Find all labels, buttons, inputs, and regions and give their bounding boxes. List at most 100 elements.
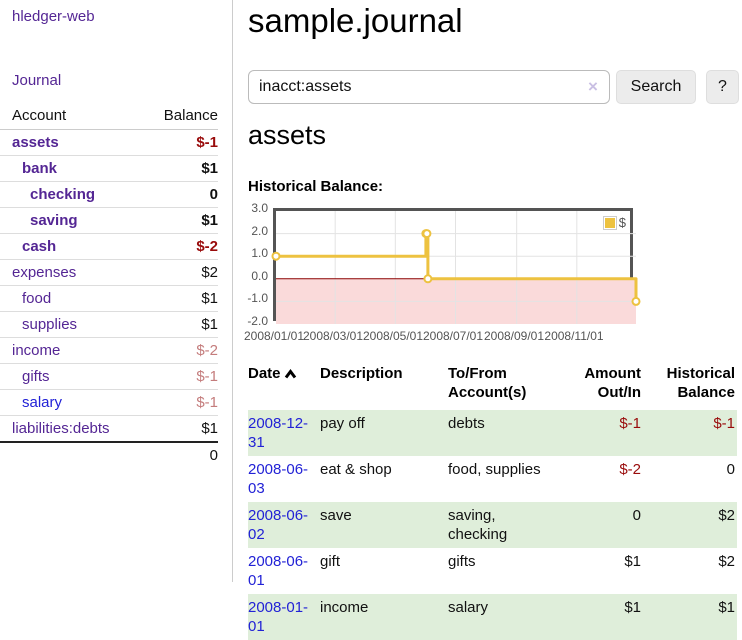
account-balance-expenses: $2 bbox=[145, 259, 218, 286]
account-link-salary[interactable]: salary bbox=[22, 394, 63, 411]
register-header-balance: Historical Balance bbox=[643, 362, 737, 410]
accounts-total: 0 bbox=[145, 441, 218, 468]
clear-search-icon[interactable]: × bbox=[588, 77, 598, 96]
chart-canvas bbox=[271, 211, 641, 324]
transaction-row: 2008-06-01 gift gifts $1 $2 bbox=[248, 548, 737, 594]
accounts-total-row: 0 bbox=[0, 441, 218, 468]
account-link-expenses[interactable]: expenses bbox=[12, 264, 77, 281]
transaction-amount: $-1 bbox=[619, 415, 641, 432]
sidebar-item-journal[interactable]: Journal bbox=[12, 72, 62, 89]
transaction-amount: $-2 bbox=[619, 461, 641, 478]
transaction-balance: 0 bbox=[726, 461, 735, 478]
account-balance-salary: $-1 bbox=[145, 389, 218, 416]
transaction-description: eat & shop bbox=[320, 461, 392, 478]
account-link-bank[interactable]: bank bbox=[22, 160, 58, 177]
transaction-accounts: gifts bbox=[448, 553, 476, 570]
x-tick: 2008/09/01 bbox=[483, 329, 545, 343]
amount-header-line1: Amount bbox=[584, 365, 641, 382]
account-balance-income: $-2 bbox=[145, 337, 218, 364]
accounts-header-line1: To/From bbox=[448, 365, 507, 382]
account-row-cash: cash $-2 bbox=[0, 233, 218, 260]
transaction-date-link[interactable]: 2008-06-01 bbox=[248, 553, 309, 589]
brand-link[interactable]: hledger-web bbox=[12, 8, 95, 25]
transaction-description: pay off bbox=[320, 415, 365, 432]
accounts-header-account: Account bbox=[0, 103, 146, 130]
account-row-assets: assets $-1 bbox=[0, 129, 218, 156]
data-point-markers bbox=[271, 229, 641, 306]
account-row-food: food $1 bbox=[0, 285, 218, 312]
account-row-saving: saving $1 bbox=[0, 207, 218, 234]
search-input[interactable] bbox=[248, 70, 610, 104]
help-button[interactable]: ? bbox=[706, 70, 739, 104]
account-balance-food: $1 bbox=[145, 285, 218, 312]
account-row-gifts: gifts $-1 bbox=[0, 363, 218, 390]
transaction-description: gift bbox=[320, 553, 341, 570]
historical-balance-chart: $ bbox=[271, 208, 641, 324]
account-balance-liabilities-debts: $1 bbox=[145, 415, 218, 443]
account-link-food[interactable]: food bbox=[22, 290, 52, 307]
account-link-assets[interactable]: assets bbox=[12, 134, 59, 151]
account-balance-cash: $-2 bbox=[145, 233, 218, 260]
transaction-balance: $-1 bbox=[713, 415, 735, 432]
legend-label: $ bbox=[618, 215, 626, 230]
transaction-description: income bbox=[320, 599, 369, 616]
transaction-row: 2008-12-31 pay off debts $-1 $-1 bbox=[248, 410, 737, 456]
account-row-income: income $-2 bbox=[0, 337, 218, 364]
transaction-accounts: food, supplies bbox=[448, 461, 541, 478]
y-tick: 1.0 bbox=[251, 246, 268, 260]
transaction-amount: $1 bbox=[624, 599, 641, 616]
transaction-accounts: debts bbox=[448, 415, 485, 432]
register-table: Date Description To/From Account(s) Amou… bbox=[248, 362, 737, 640]
transaction-date-link[interactable]: 2008-12-31 bbox=[248, 415, 309, 451]
x-tick: 2008/05/01 bbox=[362, 329, 424, 343]
account-link-saving[interactable]: saving bbox=[30, 212, 78, 229]
accounts-header-row: Account Balance bbox=[0, 103, 218, 130]
account-link-cash[interactable]: cash bbox=[22, 238, 57, 255]
sidebar: hledger-web Journal Account Balance asse… bbox=[0, 0, 233, 582]
y-tick: -1.0 bbox=[247, 291, 268, 305]
chart-gridlines bbox=[276, 211, 636, 324]
transaction-balance: $2 bbox=[718, 507, 735, 524]
chart-x-axis: 2008/01/01 2008/03/01 2008/05/01 2008/07… bbox=[244, 329, 742, 343]
register-header-date[interactable]: Date bbox=[248, 362, 320, 410]
balance-header-line2: Balance bbox=[677, 384, 735, 401]
account-link-checking[interactable]: checking bbox=[30, 186, 96, 203]
x-tick: 2008/03/01 bbox=[302, 329, 364, 343]
y-tick: -2.0 bbox=[247, 314, 268, 328]
account-row-salary: salary $-1 bbox=[0, 389, 218, 416]
balance-header-line1: Historical bbox=[666, 365, 735, 382]
account-row-bank: bank $1 bbox=[0, 155, 218, 182]
account-row-supplies: supplies $1 bbox=[0, 311, 218, 338]
transaction-balance: $1 bbox=[718, 599, 735, 616]
transaction-date-link[interactable]: 2008-06-02 bbox=[248, 507, 309, 543]
account-link-gifts[interactable]: gifts bbox=[22, 368, 50, 385]
account-balance-gifts: $-1 bbox=[145, 363, 218, 390]
transaction-date-link[interactable]: 2008-01-01 bbox=[248, 599, 309, 635]
transaction-balance: $2 bbox=[718, 553, 735, 570]
account-row-checking: checking 0 bbox=[0, 181, 218, 208]
account-link-liabilities-debts[interactable]: liabilities:debts bbox=[12, 420, 110, 437]
transaction-row: 2008-06-02 save saving, checking 0 $2 bbox=[248, 502, 737, 548]
transaction-row: 2008-06-03 eat & shop food, supplies $-2… bbox=[248, 456, 737, 502]
account-link-supplies[interactable]: supplies bbox=[22, 316, 78, 333]
transaction-accounts: salary bbox=[448, 599, 489, 616]
search-button[interactable]: Search bbox=[616, 70, 696, 104]
transaction-description: save bbox=[320, 507, 352, 524]
transaction-accounts: saving, checking bbox=[448, 507, 508, 543]
chart-legend: $ bbox=[601, 214, 627, 231]
x-tick: 2008/07/01 bbox=[422, 329, 484, 343]
register-header-description: Description bbox=[320, 365, 403, 382]
y-tick: 0.0 bbox=[251, 269, 268, 283]
account-balance-assets: $-1 bbox=[145, 129, 218, 156]
accounts-header-line2: Account(s) bbox=[448, 384, 527, 401]
account-balance-supplies: $1 bbox=[145, 311, 218, 338]
page-title: sample.journal bbox=[248, 2, 463, 39]
register-header-amount: Amount Out/In bbox=[558, 362, 643, 410]
main-content: sample.journal × Search ? assets Histori… bbox=[244, 0, 742, 640]
account-link-income[interactable]: income bbox=[12, 342, 61, 359]
sort-caret-up-icon bbox=[284, 365, 297, 384]
accounts-table: Account Balance assets $-1 bank $1 check… bbox=[0, 103, 218, 468]
y-tick: 2.0 bbox=[251, 224, 268, 238]
transaction-date-link[interactable]: 2008-06-03 bbox=[248, 461, 309, 497]
x-tick: 2008/01/01 bbox=[243, 329, 305, 343]
